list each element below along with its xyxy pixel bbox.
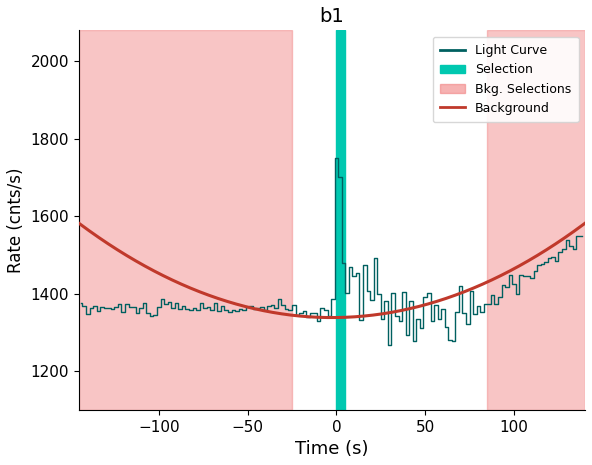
Bar — [336, 30, 345, 410]
Legend: Light Curve, Selection, Bkg. Selections, Background: Light Curve, Selection, Bkg. Selections,… — [433, 37, 579, 122]
Title: b1: b1 — [320, 7, 345, 26]
X-axis label: Time (s): Time (s) — [295, 440, 369, 458]
Y-axis label: Rate (cnts/s): Rate (cnts/s) — [7, 167, 25, 273]
Bar — [487, 30, 585, 410]
Bar — [79, 30, 292, 410]
